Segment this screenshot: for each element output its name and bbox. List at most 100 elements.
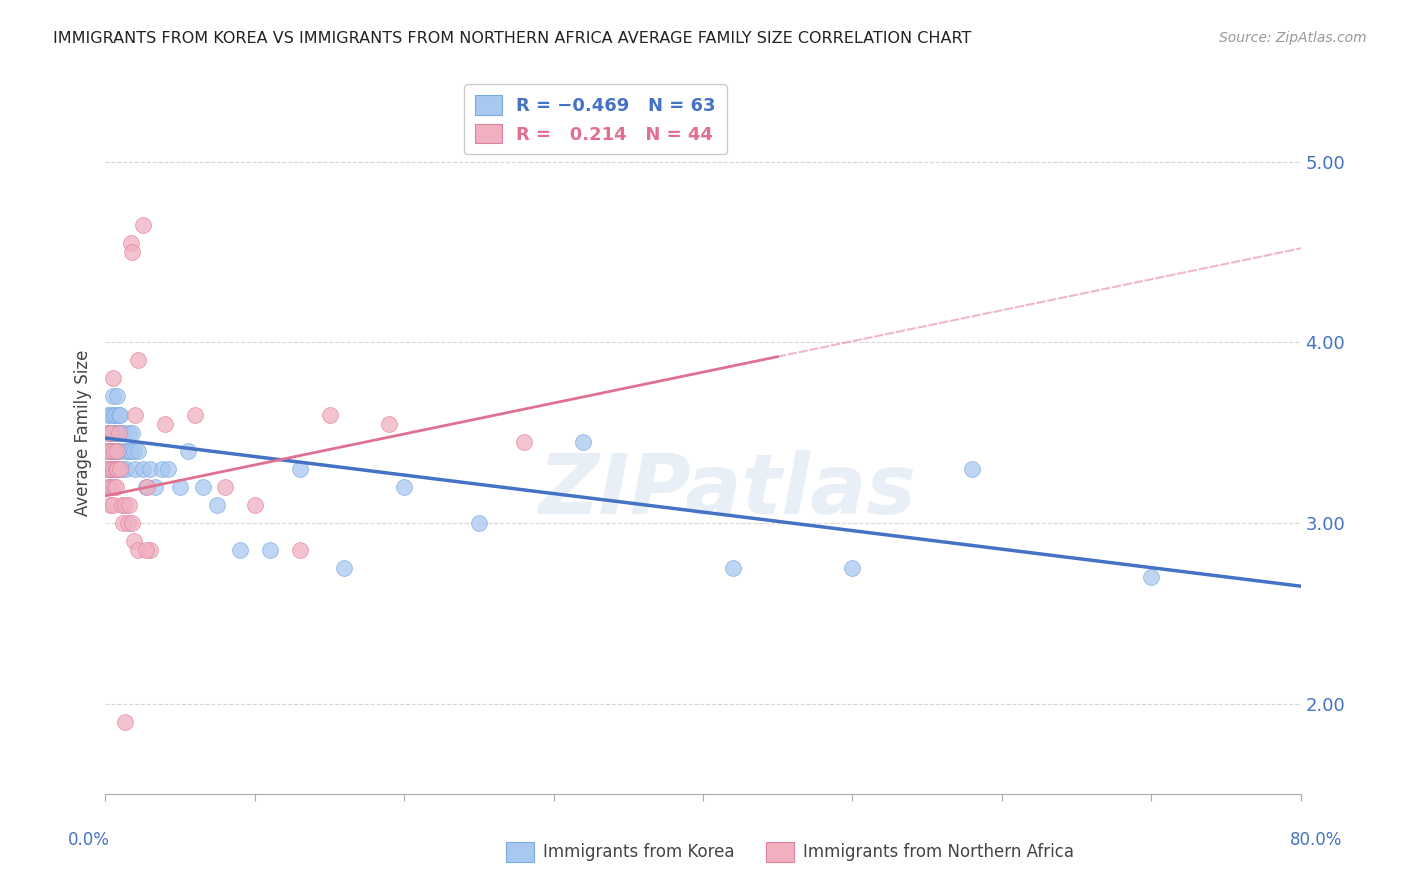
Point (100, 462, 122, 476)
Point (118, 425, 141, 440)
Point (513, 434, 536, 449)
Point (229, 543, 252, 558)
Point (124, 408, 146, 422)
Point (100, 443, 122, 458)
Point (112, 425, 135, 440)
Point (318, 408, 340, 422)
Point (98, 480, 121, 494)
Point (1140, 570, 1163, 584)
Point (104, 425, 127, 440)
Point (214, 480, 236, 494)
Point (139, 462, 162, 476)
Point (124, 462, 146, 476)
Point (104, 408, 127, 422)
Text: IMMIGRANTS FROM KOREA VS IMMIGRANTS FROM NORTHERN AFRICA AVERAGE FAMILY SIZE COR: IMMIGRANTS FROM KOREA VS IMMIGRANTS FROM… (53, 31, 972, 46)
Point (107, 425, 129, 440)
Point (112, 516, 135, 530)
Point (191, 480, 214, 494)
Point (97, 425, 120, 440)
Point (176, 443, 198, 458)
Point (97, 462, 120, 476)
Text: Immigrants from Northern Africa: Immigrants from Northern Africa (803, 843, 1074, 861)
Point (114, 443, 136, 458)
Point (107, 443, 129, 458)
Point (139, 543, 162, 558)
Point (103, 443, 125, 458)
Point (98, 498, 121, 512)
Point (101, 443, 124, 458)
Point (243, 498, 266, 512)
Legend: R = −0.469   N = 63, R =   0.214   N = 44: R = −0.469 N = 63, R = 0.214 N = 44 (464, 84, 727, 154)
Text: Source: ZipAtlas.com: Source: ZipAtlas.com (1219, 31, 1367, 45)
Point (98, 425, 121, 440)
Y-axis label: Average Family Size: Average Family Size (73, 350, 91, 516)
Point (121, 244, 143, 259)
Point (96, 443, 118, 458)
Point (157, 462, 180, 476)
Point (100, 408, 122, 422)
Point (114, 498, 136, 512)
Point (101, 498, 124, 512)
Point (960, 462, 983, 476)
Point (721, 561, 744, 575)
Point (127, 543, 149, 558)
Point (288, 462, 311, 476)
Point (378, 417, 401, 431)
Point (259, 543, 281, 558)
Point (110, 425, 132, 440)
Text: 80.0%: 80.0% (1291, 831, 1343, 849)
Point (103, 425, 125, 440)
Point (288, 543, 311, 558)
Point (143, 480, 166, 494)
Point (101, 462, 124, 476)
Point (132, 462, 155, 476)
Text: ZIPatlas: ZIPatlas (538, 450, 915, 531)
Point (121, 425, 143, 440)
Point (98, 462, 121, 476)
Point (122, 533, 145, 548)
Point (98, 443, 121, 458)
Point (97, 425, 120, 440)
Point (117, 443, 139, 458)
Point (127, 353, 149, 368)
Point (96, 480, 118, 494)
Point (111, 462, 134, 476)
Point (100, 425, 122, 440)
Point (100, 480, 122, 494)
Point (136, 480, 159, 494)
Point (104, 462, 127, 476)
Point (101, 371, 124, 385)
Point (107, 443, 129, 458)
Point (572, 434, 595, 449)
Point (104, 480, 127, 494)
Point (120, 443, 142, 458)
Point (468, 516, 491, 530)
Point (101, 389, 124, 403)
Point (207, 498, 229, 512)
Point (97, 408, 120, 422)
Point (127, 443, 149, 458)
Point (111, 425, 134, 440)
Point (333, 561, 356, 575)
Point (117, 516, 139, 530)
Point (135, 480, 157, 494)
Point (111, 498, 134, 512)
Point (110, 462, 132, 476)
Point (101, 462, 124, 476)
Point (103, 443, 125, 458)
Point (103, 408, 125, 422)
Point (135, 543, 157, 558)
Point (155, 417, 177, 431)
Point (107, 462, 129, 476)
Point (120, 235, 142, 250)
Point (122, 443, 145, 458)
Point (103, 480, 125, 494)
Point (132, 218, 155, 232)
Point (108, 425, 131, 440)
Text: 0.0%: 0.0% (67, 831, 110, 849)
Point (169, 480, 191, 494)
Point (101, 425, 124, 440)
Point (97, 462, 120, 476)
Point (100, 425, 122, 440)
Point (98, 443, 121, 458)
